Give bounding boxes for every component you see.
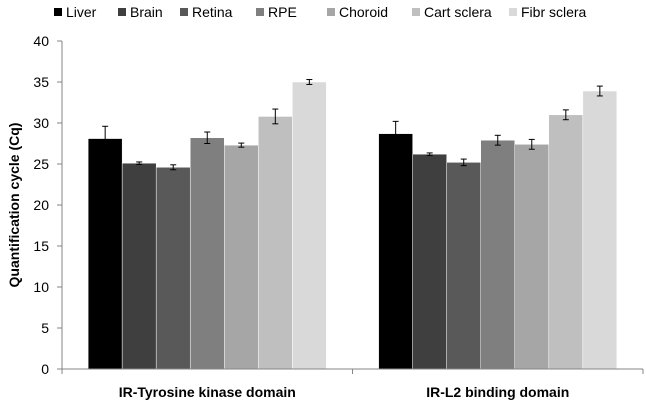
bar-fibr-sclera bbox=[582, 90, 618, 370]
x-axis: IR-Tyrosine kinase domain IR-L2 binding d… bbox=[61, 368, 644, 400]
y-tick-label: 10 bbox=[33, 279, 49, 295]
legend-label: Liver bbox=[66, 4, 97, 20]
legend-label: Retina bbox=[192, 4, 233, 20]
legend-swatch bbox=[118, 8, 126, 16]
legend-swatch bbox=[327, 8, 335, 16]
legend-swatch bbox=[509, 8, 517, 16]
y-tick-label: 40 bbox=[33, 33, 49, 49]
legend-label: Fibr sclera bbox=[521, 4, 587, 20]
y-tick-label: 15 bbox=[33, 238, 49, 254]
y-tick-label: 5 bbox=[41, 320, 49, 336]
y-axis-label: Quantification cycle (Cq) bbox=[6, 123, 22, 288]
bar-liver bbox=[378, 133, 413, 370]
bar-brain bbox=[412, 153, 447, 370]
bar-cart-sclera bbox=[548, 114, 584, 370]
bar-rpe bbox=[480, 139, 516, 370]
y-tick-label: 35 bbox=[33, 74, 49, 90]
legend-swatch bbox=[54, 8, 62, 16]
x-category-label: IR-L2 binding domain bbox=[426, 384, 569, 400]
legend-swatch bbox=[412, 8, 420, 16]
bar-retina bbox=[446, 162, 481, 370]
x-category-label: IR-Tyrosine kinase domain bbox=[119, 384, 296, 400]
bar-liver bbox=[87, 138, 123, 370]
y-tick-label: 30 bbox=[33, 115, 49, 131]
legend-label: RPE bbox=[268, 4, 297, 20]
y-tick-label: 25 bbox=[33, 156, 49, 172]
bar-brain bbox=[121, 162, 157, 370]
y-tick-label: 20 bbox=[33, 197, 49, 213]
bar-choroid bbox=[514, 144, 550, 370]
bars bbox=[87, 79, 618, 370]
legend-label: Brain bbox=[130, 4, 163, 20]
bar-cart-sclera bbox=[258, 116, 293, 370]
bar-choroid bbox=[224, 144, 259, 370]
legend-label: Choroid bbox=[339, 4, 388, 20]
bar-fibr-sclera bbox=[292, 81, 327, 370]
bar-retina bbox=[155, 167, 191, 370]
legend: Liver Brain Retina RPE Choroid Cart sclera Fib… bbox=[54, 4, 587, 20]
y-tick-label: 0 bbox=[41, 361, 49, 377]
bar-rpe bbox=[189, 137, 225, 370]
y-axis: 0 5 10 15 20 25 30 35 40 bbox=[33, 33, 63, 377]
legend-swatch bbox=[256, 8, 264, 16]
legend-swatch bbox=[180, 8, 188, 16]
legend-label: Cart sclera bbox=[424, 4, 492, 20]
